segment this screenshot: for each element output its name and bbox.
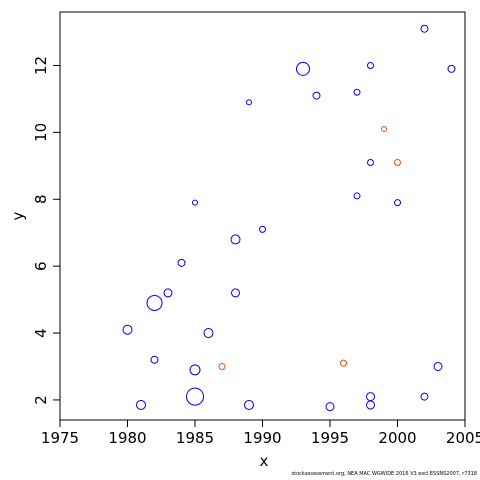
bubble-point-negative — [189, 364, 201, 376]
x-tick-label: 1985 — [176, 429, 214, 447]
bubble-point-negative — [353, 192, 361, 200]
y-tick-label: 6 — [32, 261, 50, 271]
y-axis: 2 4 6 8 10 12 — [32, 56, 60, 405]
x-axis: 1975 1980 1985 1990 1995 2000 2005 — [41, 420, 480, 447]
y-tick-label: 8 — [32, 195, 50, 205]
bubble-point-negative — [136, 399, 146, 410]
bubble-point-negative — [433, 361, 443, 371]
bubble-point-negative — [366, 400, 375, 410]
bubble-point-negative — [325, 402, 335, 412]
bubble-point-negative — [186, 387, 204, 406]
bubble-layer — [122, 24, 456, 412]
bubble-point-negative — [177, 258, 186, 267]
bubble-point-negative — [296, 61, 310, 76]
bubble-point-positive — [381, 126, 387, 133]
x-axis-title: x — [260, 452, 269, 470]
bubble-point-negative — [146, 294, 163, 311]
x-tick-label: 1990 — [243, 429, 281, 447]
bubble-point-negative — [230, 234, 241, 245]
y-tick-label: 12 — [32, 56, 50, 75]
bubble-point-positive — [340, 359, 347, 367]
bubble-point-negative — [203, 328, 214, 339]
x-tick-label: 2005 — [446, 429, 480, 447]
bubble-point-negative — [259, 225, 266, 233]
bubble-point-negative — [122, 324, 133, 335]
bubble-point-negative — [163, 288, 173, 298]
bubble-point-negative — [246, 99, 252, 106]
x-tick-label: 1975 — [41, 429, 79, 447]
bubble-point-negative — [231, 288, 240, 298]
bubble-point-negative — [420, 392, 429, 401]
plot-area-frame — [59, 11, 466, 421]
bubble-point-negative — [447, 64, 456, 73]
bubble-point-negative — [420, 24, 429, 33]
bubble-point-negative — [244, 399, 254, 410]
bubble-point-negative — [394, 199, 401, 207]
y-tick-label: 10 — [32, 123, 50, 142]
x-tick-label: 1995 — [311, 429, 349, 447]
bubble-point-negative — [192, 199, 198, 206]
bubble-point-positive — [218, 362, 226, 370]
bubble-point-negative — [312, 91, 321, 100]
bubble-point-negative — [367, 158, 374, 166]
y-tick-label: 2 — [32, 395, 50, 405]
bubble-point-negative — [367, 62, 374, 70]
x-tick-label: 1980 — [108, 429, 146, 447]
bubble-point-negative — [353, 88, 361, 96]
bubble-point-negative — [366, 392, 375, 402]
y-tick-label: 4 — [32, 328, 50, 338]
bubble-point-negative — [150, 355, 159, 364]
x-tick-label: 2000 — [378, 429, 416, 447]
y-axis-title: y — [9, 211, 27, 220]
bubble-point-positive — [394, 158, 401, 166]
source-footnote: stockassessment.org, NEA MAC WGWIDE 2016… — [291, 471, 477, 477]
